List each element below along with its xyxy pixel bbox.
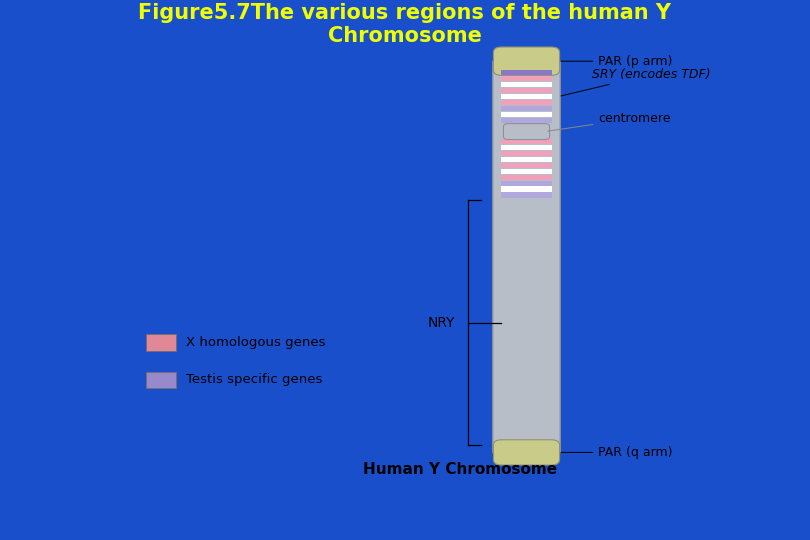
Bar [501, 180, 552, 186]
FancyBboxPatch shape [493, 440, 560, 465]
FancyBboxPatch shape [504, 124, 549, 139]
Bar [501, 112, 552, 117]
Bar [501, 70, 552, 76]
Bar [501, 76, 552, 82]
Bar [501, 192, 552, 198]
Bar [146, 334, 176, 351]
FancyBboxPatch shape [493, 47, 560, 76]
Bar [501, 168, 552, 174]
Bar [501, 157, 552, 162]
Bar [501, 139, 552, 144]
Text: X homologous genes: X homologous genes [185, 336, 325, 349]
FancyBboxPatch shape [492, 57, 561, 457]
Text: SRY (encodes TDF): SRY (encodes TDF) [561, 68, 710, 96]
Text: PAR (q arm): PAR (q arm) [561, 446, 673, 459]
Bar [501, 151, 552, 156]
Bar [501, 88, 552, 93]
Bar [501, 118, 552, 123]
Bar [501, 145, 552, 150]
Text: Testis specific genes: Testis specific genes [185, 374, 322, 387]
Bar [501, 100, 552, 105]
Text: centromere: centromere [548, 112, 671, 131]
Text: NRY: NRY [427, 315, 454, 329]
Bar [501, 163, 552, 168]
Bar [501, 106, 552, 111]
Bar [501, 82, 552, 87]
Bar [146, 372, 176, 388]
Text: Figure5.7The various regions of the human Y
Chromosome: Figure5.7The various regions of the huma… [139, 3, 671, 46]
Bar [501, 186, 552, 192]
Bar [501, 94, 552, 99]
Bar [501, 174, 552, 180]
Text: Human Y Chromosome: Human Y Chromosome [363, 462, 556, 477]
Text: PAR (p arm): PAR (p arm) [561, 55, 673, 68]
